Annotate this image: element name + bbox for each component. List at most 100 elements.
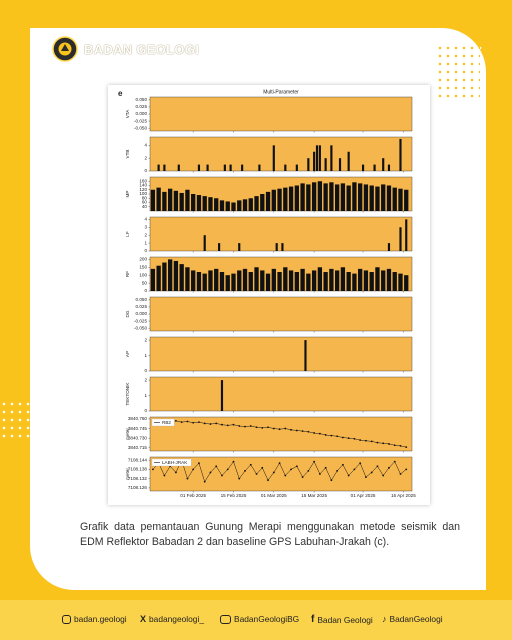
bar [392,272,397,291]
data-point [324,434,327,436]
bar [277,272,282,291]
plot-area [149,336,413,372]
x-tick-label: 01 Feb 2025 [180,493,206,498]
y-tick-label: 50 [142,280,148,285]
data-point [209,423,212,425]
y-tick-label: -0.025 [134,118,147,123]
logo-emblem [52,36,78,62]
data-point [359,462,362,465]
data-point [376,465,379,468]
data-point [232,460,235,463]
y-tick-label: 40 [142,204,148,209]
bar [398,273,403,291]
data-point [221,474,223,477]
brand-name: BADAN GEOLOGI [84,41,200,57]
bar [306,273,311,291]
data-point [215,422,218,425]
x-tick-label: 01 Apr 2025 [351,493,376,498]
y-tick-label: 0 [144,168,147,173]
social-item[interactable]: BadanGeologiBG [220,614,299,624]
data-point [393,460,396,463]
y-tick-label: 7108.144 [128,457,148,462]
chart-title: Multi-Parameter [263,89,299,95]
bar [219,200,225,211]
bar [318,145,321,171]
legend-label: RB2 [162,420,171,425]
data-point [295,429,298,432]
y-tick-label: 3840.745 [128,426,148,431]
data-point [388,466,390,469]
dot-pattern [436,44,480,100]
bar [179,264,184,291]
bar [220,380,224,411]
bar [196,195,202,211]
bar [392,187,397,211]
bar [272,145,275,171]
social-item[interactable]: ♪ BadanGeologi [382,614,443,624]
bar [150,189,156,211]
y-tick-label: 0 [144,368,147,373]
logo: BADAN GEOLOGI [52,36,199,62]
bar [208,270,213,291]
bar [323,183,328,211]
bar [157,164,160,171]
bar [329,182,334,211]
bar [260,194,265,211]
y-tick-label: 0.050 [136,297,148,302]
panel-label: e [118,89,123,98]
bar [275,243,278,251]
x-tick-label: 01 Mar 2025 [261,493,287,498]
legend-box [151,418,175,427]
data-point [330,479,333,482]
bar [225,275,230,291]
data-point [347,474,350,477]
data-point [393,444,396,447]
data-point [244,425,246,428]
y-tick-label: 7108.126 [128,485,148,490]
bar [399,138,402,171]
bar [300,268,305,291]
data-point [163,474,166,477]
y-tick-label: 7108.132 [128,476,148,481]
bar [404,275,409,291]
plot-area [149,296,413,332]
bar [179,192,184,211]
data-point [301,430,304,433]
bar [398,188,403,211]
y-tick-label: 0.025 [136,104,148,109]
y-tick-label: 140 [139,183,147,188]
y-tick-label: 0 [144,408,147,413]
y-tick-label: -0.050 [134,325,147,330]
y-tick-label: 4 [144,143,147,148]
y-tick-label: -0.025 [134,318,147,323]
bar [208,197,213,211]
y-tick-label: 3840.730 [128,435,148,440]
bar [156,187,161,211]
y-tick-label: 1 [144,240,147,245]
y-tick-label: 2 [144,155,147,160]
data-point [313,432,316,434]
bar [173,190,179,211]
y-tick-label: 60 [142,200,148,205]
bar [156,265,161,291]
data-point [267,426,269,429]
bar [294,185,299,211]
y-tick-label: 3 [144,224,147,229]
bar [214,198,219,211]
data-point [324,466,327,469]
data-point [175,471,177,474]
y-tick-label: -0.050 [134,125,147,130]
bar [358,268,363,291]
social-item[interactable]: badan.geologi [62,614,127,624]
data-point [347,437,350,440]
social-item[interactable]: f Badan Geologi [311,614,373,625]
facebook-handle: Badan Geologi [317,614,373,625]
data-point [186,477,189,480]
bar [352,273,357,291]
data-point [192,421,195,424]
data-point [313,460,316,463]
data-point [226,468,229,471]
data-point [295,465,298,468]
